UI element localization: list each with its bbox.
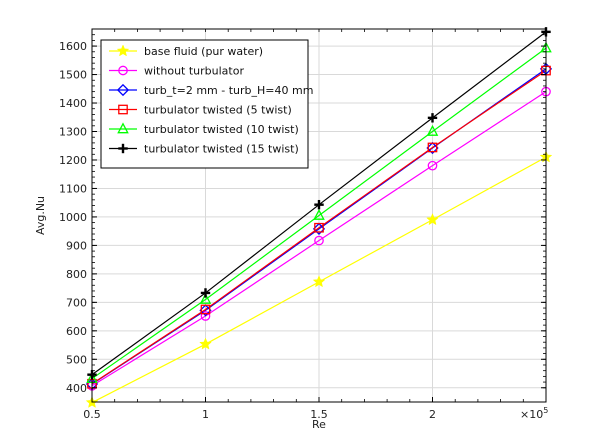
- legend-label: base fluid (pur water): [144, 45, 263, 58]
- legend-label: turbulator twisted (5 twist): [144, 104, 292, 117]
- legend-label: turb_t=2 mm - turb_H=40 mm: [144, 84, 313, 97]
- data-point: [200, 311, 211, 321]
- data-point: [313, 208, 325, 220]
- legend-swatch-marker: [117, 122, 129, 134]
- y-tick-label: 1400: [59, 97, 87, 110]
- data-point: [427, 113, 438, 123]
- data-point: [314, 222, 324, 233]
- data-point: [200, 304, 211, 315]
- data-point: [426, 141, 439, 155]
- legend-label: turbulator twisted (10 twist): [144, 123, 299, 136]
- legend-swatch-marker: [118, 104, 128, 115]
- series-markers: [85, 27, 553, 408]
- y-axis-ticks: 400 500 600 700 800 900 1000 1100 1200 1300 1400 15…: [59, 28, 546, 395]
- data-point: [427, 160, 438, 171]
- x-axis-multiplier: ×105: [520, 406, 548, 421]
- x-axis-title: Re: [312, 418, 326, 431]
- data-point: [314, 199, 324, 210]
- legend: base fluid (pur water) without turbulator…: [100, 39, 313, 169]
- legend-swatch-marker: [116, 83, 130, 97]
- legend-swatch-marker: [118, 143, 128, 154]
- y-tick-label: 800: [66, 268, 87, 281]
- x-tick-label: 1: [202, 408, 209, 421]
- data-point: [312, 275, 326, 288]
- legend-box: [100, 39, 309, 169]
- y-tick-label: 1200: [59, 154, 87, 167]
- series-line: [91, 70, 547, 385]
- data-point: [426, 124, 439, 136]
- data-point: [314, 235, 324, 246]
- x-axis-ticks: 0.5 1 1.5 2: [83, 29, 547, 421]
- y-tick-label: 900: [66, 239, 87, 252]
- y-tick-label: 400: [66, 382, 87, 395]
- y-tick-label: 1100: [59, 182, 87, 195]
- x-tick-label: 0.5: [83, 408, 101, 421]
- y-tick-label: 700: [66, 296, 87, 309]
- x-tick-label: 1.5: [310, 408, 328, 421]
- y-tick-label: 600: [66, 325, 87, 338]
- y-tick-label: 1600: [59, 40, 87, 53]
- y-tick-label: 500: [66, 353, 87, 366]
- data-point: [199, 337, 212, 350]
- data-point: [312, 222, 326, 236]
- data-point: [426, 213, 439, 226]
- y-tick-label: 1500: [59, 69, 87, 82]
- data-point: [200, 288, 211, 298]
- legend-swatch-marker: [116, 44, 130, 57]
- data-point: [199, 304, 212, 317]
- y-axis-title: Avg.Nu: [34, 196, 47, 235]
- legend-swatch-marker: [118, 65, 128, 76]
- series-line: [91, 91, 547, 387]
- legend-label: turbulator twisted (15 twist): [144, 143, 299, 156]
- x-tick-label: 2: [429, 408, 436, 421]
- series-line: [91, 47, 547, 380]
- legend-label: without turbulator: [144, 65, 244, 78]
- grid-lines: [91, 29, 547, 402]
- data-point: [427, 142, 438, 153]
- y-tick-label: 1000: [59, 211, 87, 224]
- y-tick-label: 1300: [59, 126, 87, 139]
- data-point: [199, 292, 212, 304]
